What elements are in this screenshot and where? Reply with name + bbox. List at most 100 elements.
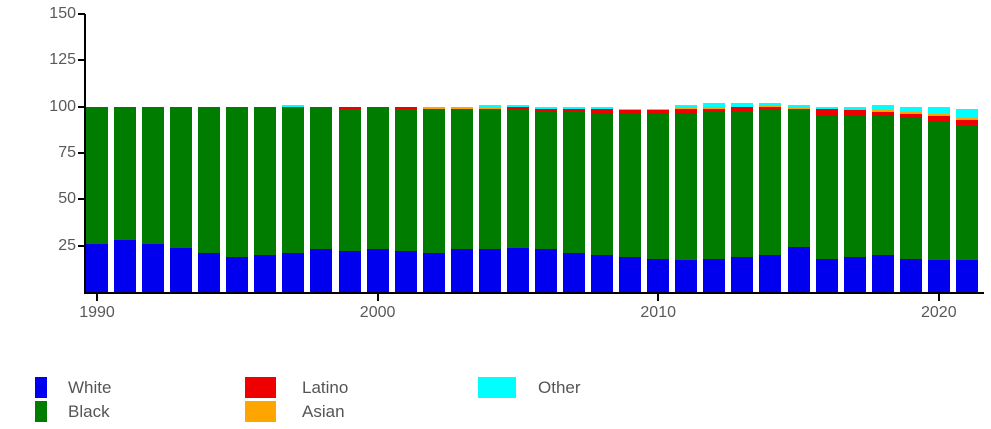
bar-2014 — [759, 102, 782, 292]
bar-segment-other — [731, 102, 754, 107]
bar-segment-black — [759, 110, 782, 255]
bar-segment-other — [899, 106, 922, 113]
legend-swatch-latino — [245, 377, 276, 398]
legend-label-white: White — [68, 378, 112, 397]
bar-segment-black — [310, 106, 333, 250]
bar-segment-other — [955, 108, 978, 118]
bar-segment-asian — [899, 112, 922, 115]
bar-segment-other — [815, 106, 838, 109]
legend-swatch-asian — [245, 401, 276, 422]
bar-1995 — [226, 106, 249, 292]
bar-segment-black — [815, 115, 838, 259]
y-axis-line — [84, 14, 86, 294]
bar-segment-latino — [703, 108, 726, 113]
bar-segment-black — [647, 114, 670, 259]
bar-2005 — [506, 104, 529, 292]
bar-segment-white — [338, 251, 361, 292]
bar-segment-black — [563, 112, 586, 254]
y-tick-mark — [78, 198, 85, 201]
bar-segment-black — [142, 106, 165, 244]
bar-segment-other — [282, 104, 305, 107]
bar-2021 — [955, 108, 978, 292]
bar-segment-white — [843, 256, 866, 292]
y-tick-label: 75 — [58, 144, 76, 161]
bar-segment-black — [955, 125, 978, 261]
x-tick-mark — [376, 294, 379, 301]
legend-swatch-white — [35, 377, 47, 398]
bar-segment-white — [591, 254, 614, 292]
bar-segment-white — [619, 256, 642, 292]
bar-segment-black — [338, 108, 361, 252]
bar-segment-white — [282, 253, 305, 292]
bar-segment-latino — [871, 112, 894, 116]
bar-segment-other — [675, 104, 698, 107]
bar-segment-white — [927, 260, 950, 292]
bar-segment-latino — [563, 108, 586, 113]
bar-2000 — [366, 106, 389, 292]
bar-segment-white — [871, 254, 894, 292]
bar-segment-white — [955, 260, 978, 292]
bar-1994 — [198, 106, 221, 292]
legend-label-latino: Latino — [302, 378, 349, 397]
bar-2018 — [871, 104, 894, 292]
bar-segment-white — [787, 247, 810, 292]
bar-segment-white — [254, 254, 277, 292]
bar-segment-white — [366, 249, 389, 292]
bar-segment-other — [703, 102, 726, 107]
bar-segment-latino — [759, 106, 782, 111]
bar-segment-black — [675, 114, 698, 261]
bar-segment-white — [899, 258, 922, 292]
bar-segment-white — [170, 247, 193, 292]
bar-2007 — [563, 106, 586, 292]
y-tick-mark — [78, 244, 85, 247]
bar-segment-other — [506, 104, 529, 107]
bar-1991 — [114, 106, 137, 292]
bar-segment-white — [703, 258, 726, 292]
bar-segment-white — [815, 258, 838, 292]
bar-2017 — [843, 106, 866, 292]
bar-segment-latino — [422, 108, 445, 111]
bar-segment-white — [310, 249, 333, 292]
bar-segment-other — [871, 104, 894, 111]
bar-segment-black — [703, 112, 726, 259]
bar-segment-latino — [591, 108, 614, 115]
bar-segment-white — [114, 240, 137, 292]
bar-segment-latino — [815, 108, 838, 116]
bar-segment-black — [478, 110, 501, 250]
bar-segment-latino — [394, 106, 417, 109]
bar-segment-white — [731, 256, 754, 292]
bar-segment-black — [254, 106, 277, 255]
bar-segment-other — [534, 106, 557, 109]
bar-2011 — [675, 104, 698, 292]
bar-segment-latino — [927, 115, 950, 122]
bar-2015 — [787, 104, 810, 292]
bar-segment-black — [450, 110, 473, 250]
y-tick-mark — [78, 152, 85, 154]
bar-segment-black — [226, 106, 249, 257]
bar-segment-black — [731, 112, 754, 257]
bar-segment-white — [647, 258, 670, 292]
x-tick-label: 2020 — [921, 304, 957, 321]
bar-segment-latino — [506, 106, 529, 111]
bar-segment-latino — [731, 106, 754, 113]
bar-2001 — [394, 106, 417, 292]
bar-segment-black — [366, 106, 389, 250]
bar-2013 — [731, 102, 754, 292]
bar-segment-white — [226, 256, 249, 292]
bar-segment-white — [198, 253, 221, 292]
bar-segment-asian — [955, 117, 978, 120]
x-tick-mark — [96, 294, 98, 301]
bar-2019 — [899, 106, 922, 292]
legend-label-black: Black — [68, 402, 110, 421]
bar-1997 — [282, 104, 305, 292]
bar-segment-latino — [338, 106, 361, 109]
bar-segment-black — [871, 115, 894, 255]
bar-segment-white — [478, 249, 501, 292]
bar-segment-black — [927, 121, 950, 261]
bar-segment-latino — [647, 110, 670, 115]
bar-segment-asian — [759, 104, 782, 107]
legend-swatch-black — [35, 401, 47, 422]
bar-segment-asian — [422, 106, 445, 109]
bar-2008 — [591, 106, 614, 292]
